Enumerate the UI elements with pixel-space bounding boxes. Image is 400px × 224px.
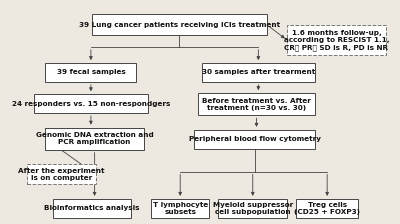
FancyBboxPatch shape bbox=[198, 93, 315, 115]
FancyBboxPatch shape bbox=[45, 63, 136, 82]
FancyBboxPatch shape bbox=[202, 63, 315, 82]
FancyBboxPatch shape bbox=[296, 199, 358, 218]
FancyBboxPatch shape bbox=[194, 130, 315, 149]
Text: 1.6 months follow-up,
according to RESCIST 1.1,
CR， PR， SD is R, PD is NR: 1.6 months follow-up, according to RESCI… bbox=[284, 30, 389, 51]
Text: 39 fecal samples: 39 fecal samples bbox=[56, 69, 125, 75]
Text: 24 responders vs. 15 non-respondgers: 24 responders vs. 15 non-respondgers bbox=[12, 101, 170, 107]
FancyBboxPatch shape bbox=[151, 199, 209, 218]
FancyBboxPatch shape bbox=[92, 14, 267, 35]
FancyBboxPatch shape bbox=[53, 199, 131, 218]
Text: Peripheral blood flow cytometry: Peripheral blood flow cytometry bbox=[189, 136, 321, 142]
Text: Bioinformatics analysis: Bioinformatics analysis bbox=[44, 205, 140, 211]
FancyBboxPatch shape bbox=[287, 25, 386, 55]
Text: 30 samples after trearment: 30 samples after trearment bbox=[202, 69, 315, 75]
Text: Genomic DNA extraction and
PCR amplification: Genomic DNA extraction and PCR amplifica… bbox=[36, 132, 154, 145]
FancyBboxPatch shape bbox=[218, 199, 287, 218]
Text: After the experiment
is on computer: After the experiment is on computer bbox=[18, 168, 104, 181]
Text: Treg cells
(CD25 + FOXP3): Treg cells (CD25 + FOXP3) bbox=[294, 202, 360, 215]
FancyBboxPatch shape bbox=[27, 164, 96, 184]
Text: Before treatment vs. After
treatment (n=30 vs. 30): Before treatment vs. After treatment (n=… bbox=[202, 98, 311, 111]
Text: T lymphocyte
subsets: T lymphocyte subsets bbox=[152, 202, 208, 215]
FancyBboxPatch shape bbox=[34, 94, 148, 113]
Text: 39 Lung cancer patients receiving ICIs treatment: 39 Lung cancer patients receiving ICIs t… bbox=[79, 22, 280, 28]
FancyBboxPatch shape bbox=[45, 128, 144, 150]
Text: Myeloid suppressor
cell subpopulation: Myeloid suppressor cell subpopulation bbox=[213, 202, 293, 215]
